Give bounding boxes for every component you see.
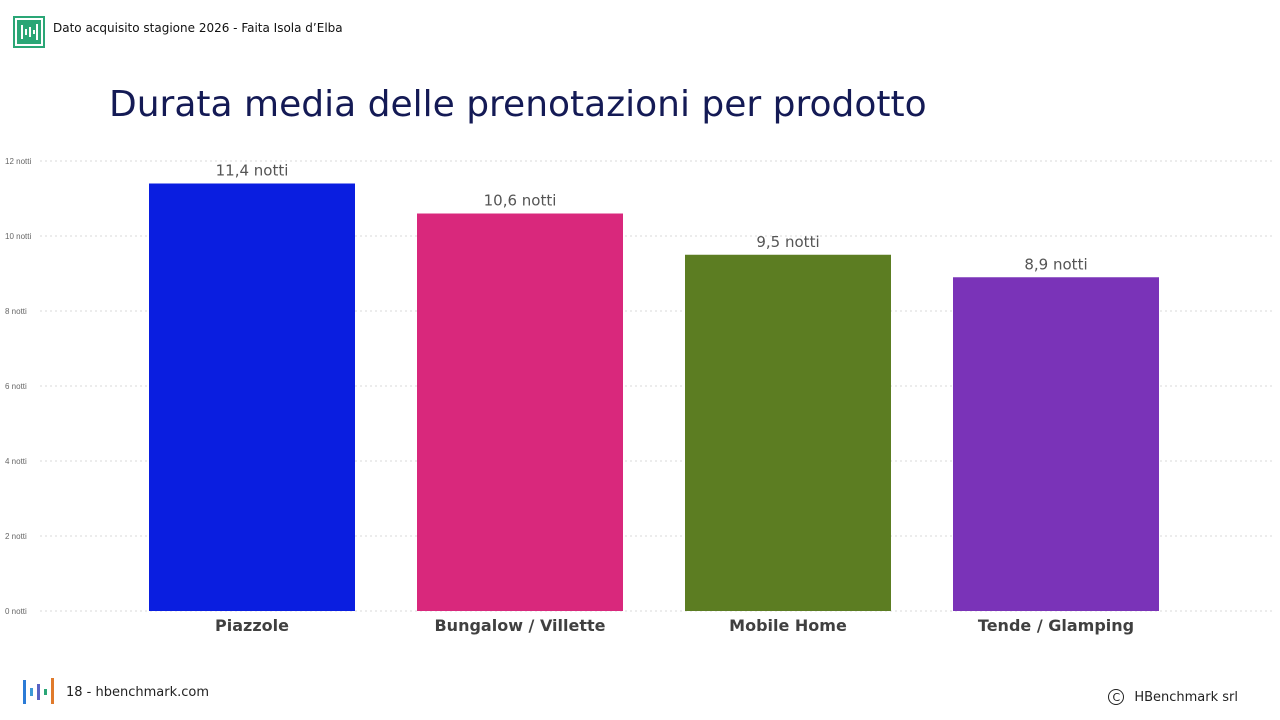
y-tick-label: 0 notti	[5, 607, 27, 616]
footer-page-info: 18 - hbenchmark.com	[66, 685, 210, 700]
copyright: C HBenchmark srl	[1108, 689, 1238, 705]
y-tick-label: 8 notti	[5, 307, 27, 316]
bar	[685, 254, 891, 611]
header-source-text: Dato acquisito stagione 2026 - Faita Iso…	[53, 21, 343, 35]
bar-chart: 0 notti 2 notti 4 notti 6 notti 8 notti 10 no…	[5, 157, 1275, 635]
bar	[149, 183, 355, 611]
bar	[417, 213, 623, 611]
copyright-icon: C	[1108, 689, 1125, 705]
x-category-label: Bungalow / Villette	[434, 616, 605, 635]
bar	[953, 277, 1159, 611]
data-label: 10,6 notti	[484, 192, 557, 210]
x-category-label: Tende / Glamping	[978, 616, 1134, 635]
hbenchmark-footer-logo-icon	[22, 676, 56, 706]
y-tick-label: 2 notti	[5, 532, 27, 541]
data-label: 9,5 notti	[756, 233, 819, 251]
y-tick-label: 10 notti	[5, 232, 31, 241]
hbenchmark-logo-icon	[13, 16, 45, 48]
x-category-label: Mobile Home	[729, 616, 847, 635]
data-label: 11,4 notti	[216, 162, 289, 180]
page-title: Durata media delle prenotazioni per prod…	[109, 84, 927, 125]
y-tick-label: 6 notti	[5, 382, 27, 391]
data-label: 8,9 notti	[1024, 255, 1087, 273]
x-category-label: Piazzole	[215, 616, 289, 635]
company-name: HBenchmark srl	[1134, 689, 1238, 705]
y-tick-label: 4 notti	[5, 457, 27, 466]
y-tick-label: 12 notti	[5, 157, 31, 166]
